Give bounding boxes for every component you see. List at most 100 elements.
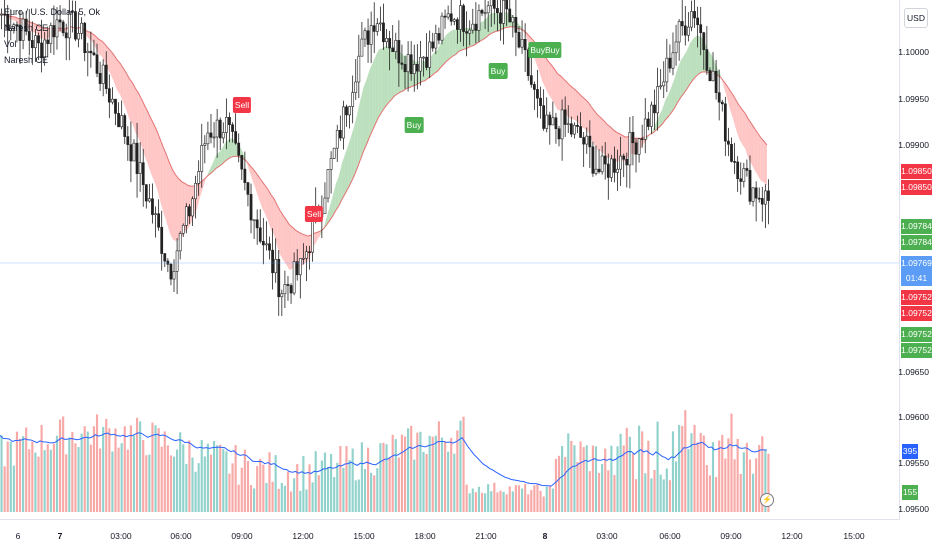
cloud-segment <box>15 17 19 25</box>
volume-bar <box>373 475 376 512</box>
cloud-segment <box>249 164 253 181</box>
candle-body <box>357 55 361 83</box>
candle-body <box>348 106 351 116</box>
candle-body <box>43 39 47 58</box>
volume-bar <box>234 445 237 512</box>
candle-body <box>486 5 490 14</box>
candle-body <box>175 250 179 272</box>
lightning-icon[interactable]: ⚡ <box>760 493 774 507</box>
candle-body <box>255 219 259 229</box>
volume-bar <box>172 456 176 512</box>
candle-body <box>650 104 653 127</box>
candle-body <box>98 73 102 84</box>
cloud-segment <box>157 131 161 201</box>
cloud-segment <box>671 78 675 113</box>
volume-bar <box>139 421 142 512</box>
candle-body <box>523 39 527 51</box>
cloud-segment <box>166 154 170 232</box>
candle-body <box>200 145 204 172</box>
candle-body <box>188 206 191 217</box>
cloud-segment <box>400 52 404 93</box>
candle-body <box>594 168 598 174</box>
cloud-segment <box>742 109 746 150</box>
candle-body <box>58 19 62 23</box>
time-axis[interactable]: 6 7 03:00 06:00 09:00 12:00 15:00 18:00 … <box>0 519 900 550</box>
candle-body <box>89 50 93 54</box>
volume-bar <box>447 451 450 512</box>
volume-bar <box>576 462 579 512</box>
candle-body <box>428 41 432 68</box>
volume-bar <box>151 422 154 512</box>
candle-body <box>169 263 173 280</box>
candle-body <box>576 124 579 127</box>
candle-body <box>653 104 656 114</box>
candle-body <box>252 219 256 222</box>
cloud-segment <box>542 52 546 88</box>
cloud-segment <box>739 105 743 145</box>
cloud-segment <box>600 117 604 154</box>
cloud-segment <box>394 46 398 97</box>
volume-bar <box>145 455 148 512</box>
candle-body <box>80 22 83 34</box>
candle-body <box>536 89 539 99</box>
candle-body <box>271 249 274 274</box>
cloud-segment <box>385 46 389 108</box>
cloud-segment <box>227 138 231 160</box>
candle-body <box>74 11 77 40</box>
volume-bar <box>724 458 727 512</box>
candle-body <box>302 257 305 260</box>
volume-bar <box>80 433 83 512</box>
time-tick: 06:00 <box>170 531 192 541</box>
volume-bar <box>203 456 206 512</box>
price-tag: 1.09752 <box>901 290 932 305</box>
volume-bar <box>271 481 274 512</box>
cloud-segment <box>452 29 456 57</box>
candle-body <box>129 144 133 162</box>
cloud-segment <box>751 123 755 171</box>
candle-body <box>274 258 278 274</box>
candle-body <box>526 49 530 76</box>
volume-bar <box>83 426 86 512</box>
candle-body <box>582 137 586 145</box>
volume-bar <box>68 437 71 512</box>
candle-body <box>382 22 385 43</box>
candle-body <box>400 62 404 65</box>
currency-button[interactable]: USD <box>904 8 928 28</box>
legend-symbol[interactable]: Euro / U.S. Dollar, 5, Ok <box>4 7 101 17</box>
cloud-segment <box>760 137 764 183</box>
volume-bar <box>662 479 665 512</box>
chart-canvas[interactable] <box>0 0 900 520</box>
price-axis[interactable]: USD 1.10000 1.09950 1.09900 1.09650 1.09… <box>898 0 932 520</box>
candle-body <box>754 187 758 199</box>
candle-body <box>83 22 87 54</box>
candle-body <box>52 25 56 38</box>
volume-bar <box>622 445 625 512</box>
cloud-segment <box>246 160 250 172</box>
cloud-segment <box>172 169 176 242</box>
volume-bar <box>179 432 182 512</box>
cloud-segment <box>696 35 700 77</box>
cloud-segment <box>154 124 158 190</box>
candle-body <box>696 17 699 25</box>
volume-bar <box>453 453 456 512</box>
cloud-segment <box>659 109 663 128</box>
volume-bar <box>631 453 635 512</box>
legend-indicator-1[interactable]: Naresh CE <box>4 23 49 33</box>
candle-body <box>422 56 425 59</box>
volume-bar <box>357 479 360 512</box>
volume-bar <box>530 489 533 512</box>
cloud-segment <box>292 227 296 270</box>
legend-indicator-3[interactable]: Naresh CE <box>4 55 49 65</box>
volume-bar <box>428 435 431 512</box>
cloud-segment <box>160 139 164 212</box>
candle-body <box>280 293 284 298</box>
legend-indicator-2[interactable]: Vol <box>4 39 17 49</box>
cloud-segment <box>391 46 395 100</box>
volume-bar <box>58 419 62 512</box>
time-tick: 12:00 <box>781 531 803 541</box>
volume-bar <box>117 447 120 512</box>
candle-body <box>258 227 262 242</box>
candle-body <box>465 31 468 34</box>
volume-bar <box>222 448 225 512</box>
volume-bar <box>314 451 317 512</box>
